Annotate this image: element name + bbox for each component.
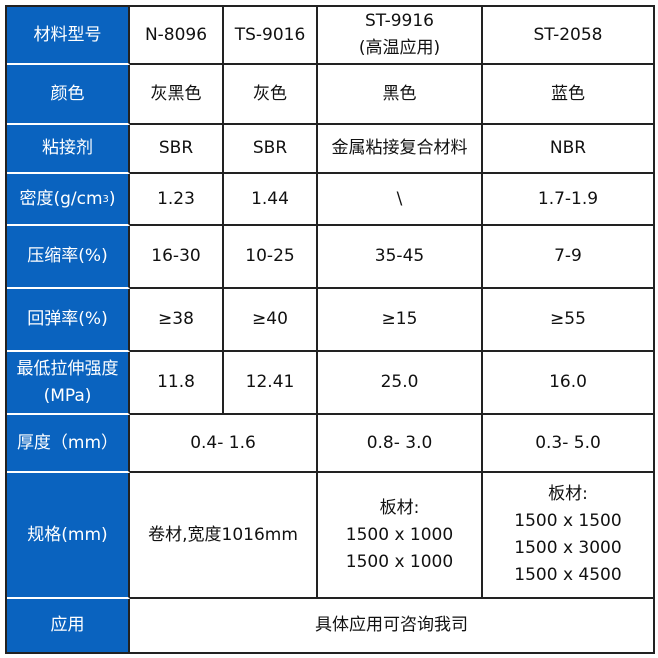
- row-label-adhesive: 粘接剂: [7, 125, 130, 174]
- cell: 0.8- 3.0: [318, 415, 483, 473]
- label-text: 最低拉伸强度: [16, 358, 119, 379]
- label-text: 密度(g/cm: [19, 188, 103, 209]
- cell: 7-9: [483, 226, 655, 289]
- cell: 12.41: [224, 352, 318, 415]
- cell: ≥55: [483, 289, 655, 352]
- cell: 10-25: [224, 226, 318, 289]
- cell: SBR: [130, 125, 224, 174]
- model-name: ST-9916: [364, 11, 434, 31]
- row-label-density: 密度(g/cm 3): [7, 174, 130, 226]
- size: 1500 x 4500: [514, 565, 622, 585]
- cell: 具体应用可咨询我司: [130, 599, 655, 654]
- size: 1500 x 3000: [514, 538, 622, 558]
- size: 1500 x 1500: [514, 511, 622, 531]
- header-label: 材料型号: [7, 7, 130, 65]
- cell: 0.4- 1.6: [130, 415, 318, 473]
- label-sup: 3: [102, 193, 109, 205]
- cell: \: [318, 174, 483, 226]
- cell: 0.3- 5.0: [483, 415, 655, 473]
- cell: 16-30: [130, 226, 224, 289]
- cell: NBR: [483, 125, 655, 174]
- row-label-color: 颜色: [7, 65, 130, 125]
- cell: 灰色: [224, 65, 318, 125]
- cell: 板材: 1500 x 1000 1500 x 1000: [318, 473, 483, 599]
- cell: ≥38: [130, 289, 224, 352]
- cell: 金属粘接复合材料: [318, 125, 483, 174]
- model-note: (高温应用): [358, 38, 441, 58]
- model-st2058: ST-2058: [483, 7, 655, 65]
- cell: SBR: [224, 125, 318, 174]
- row-label-application: 应用: [7, 599, 130, 654]
- row-label-tensile: 最低拉伸强度 (MPa): [7, 352, 130, 415]
- cell: 1.23: [130, 174, 224, 226]
- cell: 1.44: [224, 174, 318, 226]
- row-label-compression: 压缩率(%): [7, 226, 130, 289]
- sheet-label: 板材:: [379, 497, 420, 518]
- size: 1500 x 1000: [345, 551, 454, 572]
- cell: 板材: 1500 x 1500 1500 x 3000 1500 x 4500: [483, 473, 655, 599]
- cell: 11.8: [130, 352, 224, 415]
- label-unit: (MPa): [43, 385, 92, 406]
- cell: 黑色: [318, 65, 483, 125]
- row-label-thickness: 厚度（mm）: [7, 415, 130, 473]
- label-end: ): [108, 188, 116, 209]
- row-label-rebound: 回弹率(%): [7, 289, 130, 352]
- cell: ≥15: [318, 289, 483, 352]
- cell: 25.0: [318, 352, 483, 415]
- cell: 35-45: [318, 226, 483, 289]
- size: 1500 x 1000: [345, 524, 454, 545]
- cell: 卷材,宽度1016mm: [130, 473, 318, 599]
- model-n8096: N-8096: [130, 7, 224, 65]
- cell: 1.7-1.9: [483, 174, 655, 226]
- sheet-label: 板材:: [548, 484, 588, 504]
- model-ts9016: TS-9016: [224, 7, 318, 65]
- model-st9916: ST-9916 (高温应用): [318, 7, 483, 65]
- row-label-spec: 规格(mm): [7, 473, 130, 599]
- cell: 蓝色: [483, 65, 655, 125]
- cell: ≥40: [224, 289, 318, 352]
- material-spec-table: 材料型号 N-8096 TS-9016 ST-9916 (高温应用) ST-205…: [5, 5, 655, 654]
- cell: 16.0: [483, 352, 655, 415]
- cell: 灰黑色: [130, 65, 224, 125]
